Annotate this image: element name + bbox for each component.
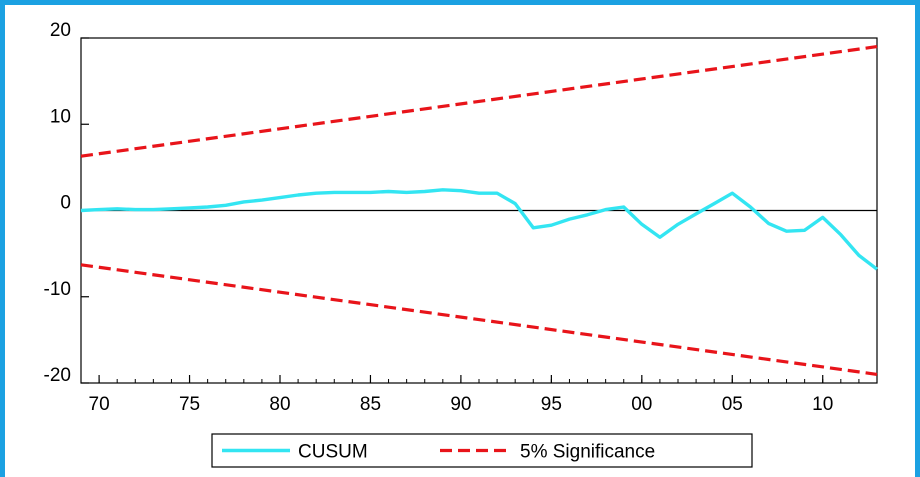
y-tick-label: 20 [50, 20, 71, 41]
x-tick-label: 80 [269, 394, 290, 415]
x-tick-label: 00 [631, 394, 652, 415]
x-axis: 70 75 80 85 90 95 00 05 10 [80, 375, 878, 415]
series-group [80, 45, 879, 376]
legend-label-cusum: CUSUM [298, 442, 368, 463]
x-tick-label: 85 [360, 394, 381, 415]
y-tick-label: 10 [50, 106, 71, 127]
cusum-chart: 20 10 0 -10 -20 70 75 80 85 90 95 00 05 10 CUSUM 5% … [44, 20, 879, 468]
y-tick-label: 0 [60, 193, 71, 214]
x-tick-label: 95 [541, 394, 562, 415]
x-tick-label: 70 [89, 394, 110, 415]
legend-label-significance: 5% Significance [520, 442, 655, 463]
x-tick-label: 90 [450, 394, 471, 415]
y-tick-label: -10 [44, 279, 71, 300]
x-tick-label: 05 [722, 394, 743, 415]
legend: CUSUM 5% Significance [211, 433, 753, 468]
y-tick-label: -20 [44, 365, 71, 386]
upper-significance-line [80, 45, 878, 158]
cusum-line [80, 188, 879, 271]
lower-significance-line [80, 263, 878, 376]
x-tick-label: 10 [812, 394, 833, 415]
x-tick-label: 75 [179, 394, 200, 415]
y-axis: 20 10 0 -10 -20 [44, 20, 89, 386]
